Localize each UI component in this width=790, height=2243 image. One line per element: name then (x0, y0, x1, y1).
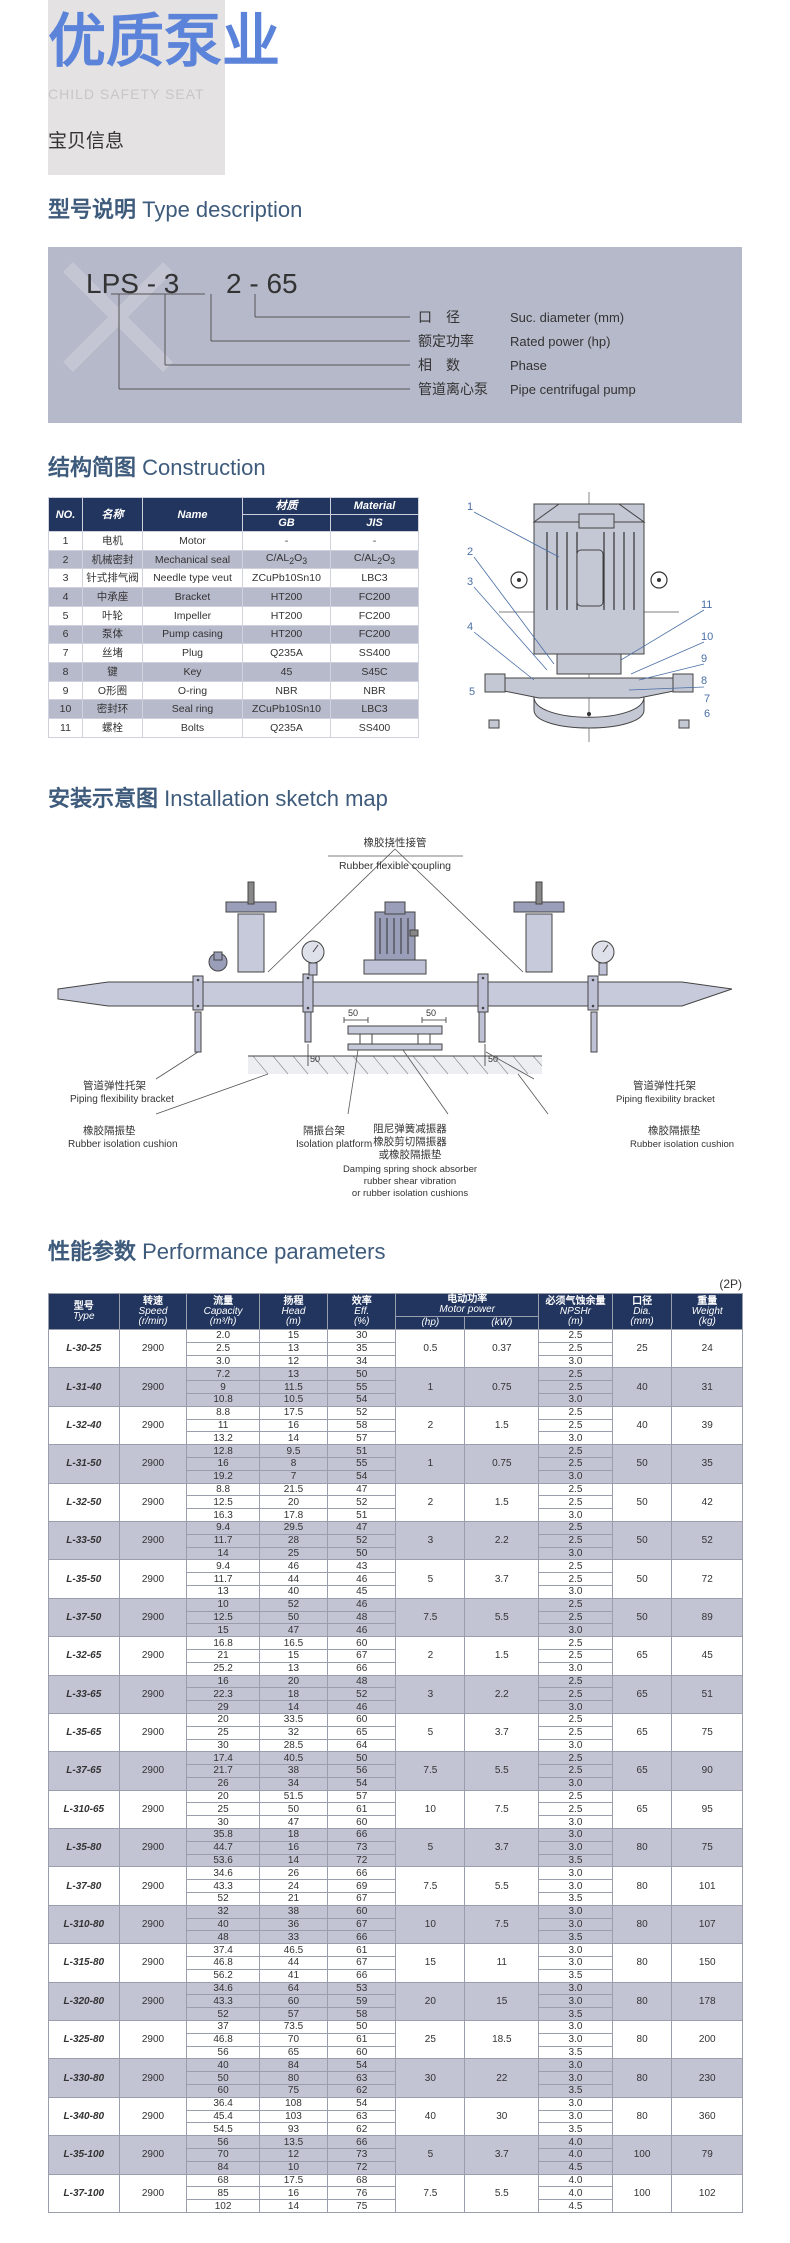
svg-text:口 径: 口 径 (418, 309, 460, 325)
svg-text:2: 2 (467, 546, 473, 558)
svg-text:50: 50 (310, 1054, 320, 1064)
svg-text:7: 7 (704, 693, 710, 705)
svg-text:管道弹性托架: 管道弹性托架 (83, 1079, 146, 1092)
svg-text:1: 1 (467, 501, 473, 513)
svg-text:Rubber isolation cushion: Rubber isolation cushion (68, 1139, 178, 1150)
svg-text:Damping spring shock absorber: Damping spring shock absorber (343, 1164, 477, 1175)
svg-text:6: 6 (704, 708, 710, 720)
svg-text:50: 50 (348, 1008, 358, 1018)
svg-text:橡胶隔振垫: 橡胶隔振垫 (83, 1124, 136, 1137)
svg-text:4: 4 (467, 621, 473, 633)
svg-text:9: 9 (701, 653, 707, 665)
svg-text:或橡胶隔振垫: 或橡胶隔振垫 (379, 1148, 442, 1161)
svg-text:Rated power (hp): Rated power (hp) (510, 334, 610, 349)
svg-text:橡胶剪切隔振器: 橡胶剪切隔振器 (373, 1135, 447, 1148)
svg-text:or rubber isolation cushions: or rubber isolation cushions (352, 1188, 468, 1199)
svg-text:5: 5 (469, 686, 475, 698)
svg-text:管道离心泵: 管道离心泵 (418, 381, 488, 397)
svg-text:8: 8 (701, 675, 707, 687)
svg-text:橡胶隔振垫: 橡胶隔振垫 (648, 1124, 701, 1137)
svg-text:Rubber flexible coupling: Rubber flexible coupling (339, 860, 451, 872)
svg-text:11: 11 (701, 599, 712, 611)
svg-text:rubber shear vibration: rubber shear vibration (364, 1176, 456, 1187)
svg-text:Isolation platform: Isolation platform (296, 1139, 372, 1150)
svg-text:橡胶挠性接管: 橡胶挠性接管 (364, 836, 427, 849)
svg-text:Piping flexibility bracket: Piping flexibility bracket (616, 1094, 715, 1105)
svg-text:Piping flexibility bracket: Piping flexibility bracket (70, 1094, 174, 1105)
svg-text:Suc. diameter (mm): Suc. diameter (mm) (510, 310, 624, 325)
svg-text:Pipe centrifugal pump: Pipe centrifugal pump (510, 382, 636, 397)
svg-text:Phase: Phase (510, 358, 547, 373)
svg-text:10: 10 (701, 631, 713, 643)
svg-text:管道弹性托架: 管道弹性托架 (633, 1079, 696, 1092)
svg-text:3: 3 (467, 576, 473, 588)
svg-text:相 数: 相 数 (418, 357, 460, 373)
svg-text:Rubber isolation cushion: Rubber isolation cushion (630, 1139, 734, 1150)
svg-text:阻尼弹簧减振器: 阻尼弹簧减振器 (373, 1122, 447, 1135)
svg-text:隔振台架: 隔振台架 (303, 1124, 345, 1137)
svg-text:额定功率: 额定功率 (418, 333, 474, 349)
svg-text:50: 50 (426, 1008, 436, 1018)
